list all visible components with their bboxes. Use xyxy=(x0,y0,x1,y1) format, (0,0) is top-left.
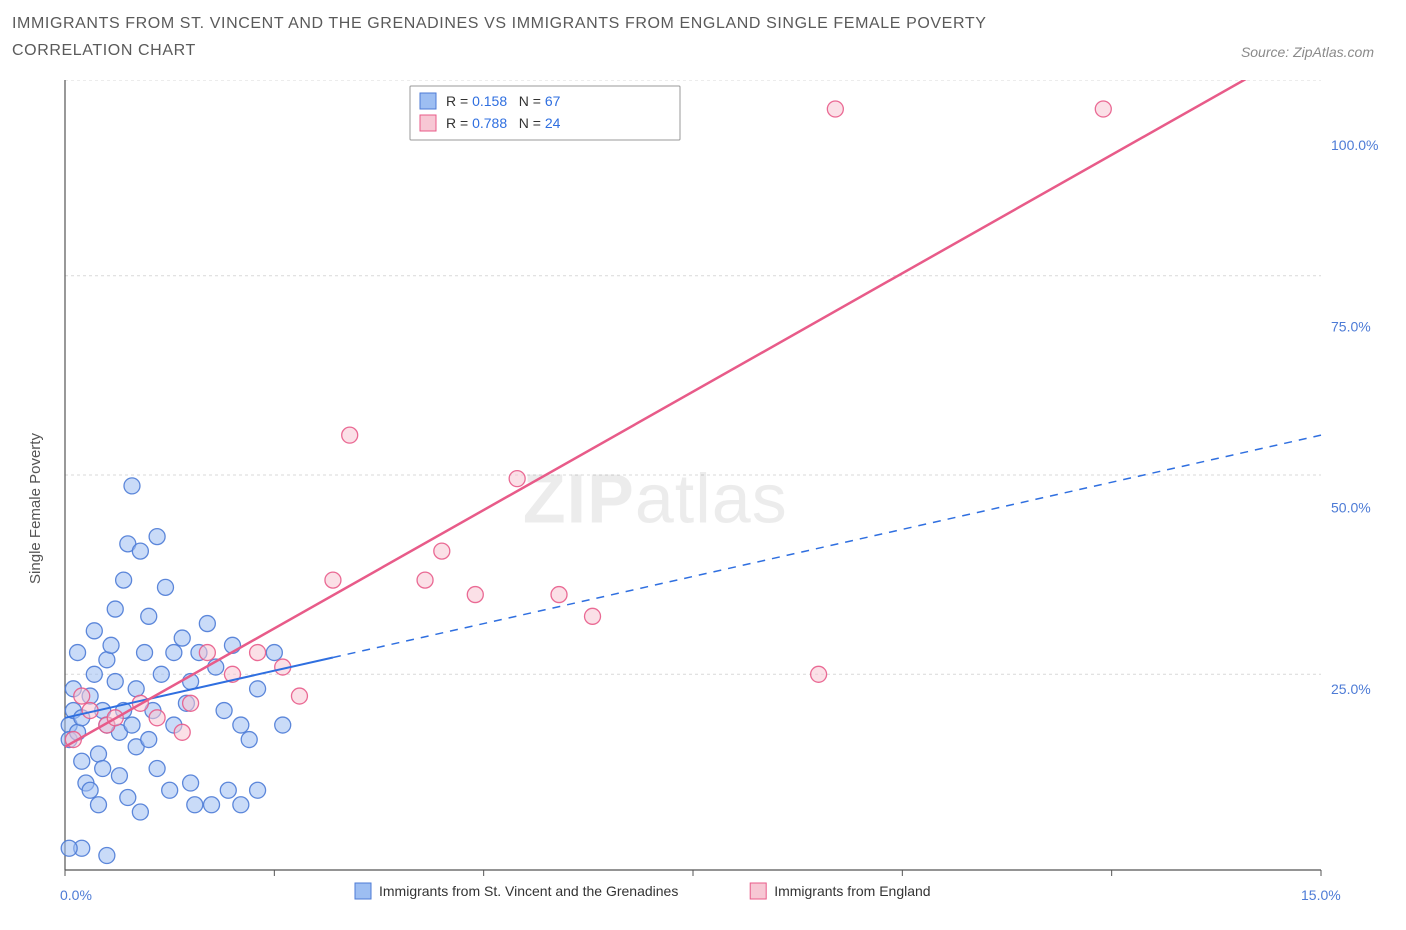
legend-swatch xyxy=(420,93,436,109)
bottom-legend-swatch xyxy=(750,883,766,899)
source-label: Source: ZipAtlas.com xyxy=(1241,44,1374,60)
y-axis-label: Single Female Poverty xyxy=(27,433,44,584)
bottom-legend-swatch xyxy=(355,883,371,899)
bottom-legend-label: Immigrants from England xyxy=(774,883,930,899)
y-tick-label: 25.0% xyxy=(1331,681,1371,697)
svg-text:ZIPatlas: ZIPatlas xyxy=(523,459,788,537)
legend-stats: R = 0.158 N = 67 xyxy=(446,93,561,109)
bottom-legend-label: Immigrants from St. Vincent and the Gren… xyxy=(379,883,678,899)
legend-stats: R = 0.788 N = 24 xyxy=(446,115,561,131)
chart-title: IMMIGRANTS FROM ST. VINCENT AND THE GREN… xyxy=(12,10,1062,64)
y-tick-label: 75.0% xyxy=(1331,318,1371,334)
scatter-chart: ZIPatlas 25.0% 50.0% 75.0% 100.0% 0.0% 15.0% R … xyxy=(10,80,1396,920)
y-tick-label: 50.0% xyxy=(1331,500,1371,516)
x-tick-label: 0.0% xyxy=(60,887,92,903)
legend-swatch xyxy=(420,115,436,131)
y-tick-label: 100.0% xyxy=(1331,137,1378,153)
x-tick-label: 15.0% xyxy=(1301,887,1341,903)
chart-area: Single Female Poverty ZIPatlas 25.0% 50.0%… xyxy=(10,80,1396,920)
